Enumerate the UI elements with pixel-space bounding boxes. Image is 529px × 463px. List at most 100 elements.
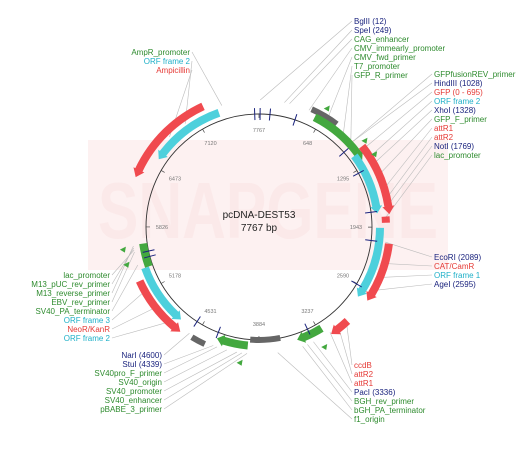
feature-f1-gray bbox=[249, 335, 281, 344]
label-left_mid[interactable]: SV40_PA_terminator bbox=[35, 307, 110, 316]
tick-label: 6473 bbox=[169, 176, 181, 182]
label-right_top[interactable]: BglII (12) bbox=[354, 17, 387, 26]
label-right_top[interactable]: GFP_R_primer bbox=[354, 71, 408, 80]
leader-lines bbox=[111, 20, 433, 420]
label-left_mid[interactable]: lac_promoter bbox=[63, 271, 110, 280]
tick-label: 3884 bbox=[253, 322, 265, 328]
label-left_bottom[interactable]: SV40_origin bbox=[118, 378, 162, 387]
tick-mark bbox=[202, 128, 205, 133]
site-marker bbox=[365, 239, 378, 242]
label-right_low[interactable]: EcoRI (2089) bbox=[434, 253, 481, 262]
tick-label: 3237 bbox=[301, 309, 313, 315]
label-right_top[interactable]: SpeI (249) bbox=[354, 26, 392, 35]
tick-label: 5178 bbox=[169, 274, 181, 280]
tick-label: 7120 bbox=[204, 141, 216, 147]
tick-label: 1295 bbox=[337, 177, 349, 183]
label-right_mid[interactable]: ORF frame 2 bbox=[434, 97, 481, 106]
label-left_mid[interactable]: M13_reverse_primer bbox=[36, 289, 110, 298]
site-marker bbox=[143, 254, 156, 259]
feature-gfp-red-arc bbox=[358, 143, 395, 215]
tick-label: 4531 bbox=[204, 309, 216, 315]
label-right_bottom[interactable]: BGH_rev_primer bbox=[354, 397, 414, 406]
label-right_bottom[interactable]: attR2 bbox=[354, 370, 374, 379]
label-right_low[interactable]: ORF frame 1 bbox=[434, 271, 481, 280]
label-right_mid[interactable]: GFP (0 - 695) bbox=[434, 88, 483, 97]
label-left_mid[interactable]: M13_pUC_rev_primer bbox=[31, 280, 110, 289]
tick-mark bbox=[202, 321, 205, 326]
primer-arrow bbox=[119, 246, 126, 253]
label-left_mid[interactable]: ORF frame 3 bbox=[64, 316, 111, 325]
label-right_mid[interactable]: lac_promoter bbox=[434, 151, 481, 160]
tick-label: 5826 bbox=[156, 225, 168, 231]
feature-attR-small bbox=[381, 216, 390, 223]
primer-arrow bbox=[236, 359, 243, 366]
plasmid-name: pcDNA-DEST53 bbox=[223, 210, 296, 221]
label-right_mid[interactable]: GFP_F_primer bbox=[434, 115, 487, 124]
primer-arrow bbox=[323, 105, 330, 112]
site-marker bbox=[351, 280, 363, 288]
label-right_top[interactable]: T7_promoter bbox=[354, 62, 400, 71]
feature-gray-top bbox=[310, 106, 339, 127]
feature-Ampicillin-arc bbox=[133, 102, 205, 178]
label-right_mid[interactable]: attR1 bbox=[434, 124, 454, 133]
tick-label: 648 bbox=[303, 141, 312, 147]
tick-mark bbox=[313, 128, 316, 133]
feature-sv40-gray bbox=[190, 334, 207, 347]
label-right_bottom[interactable]: bGH_PA_terminator bbox=[354, 406, 426, 415]
label-right_mid[interactable]: NotI (1769) bbox=[434, 142, 474, 151]
label-right_top[interactable]: CAG_enhancer bbox=[354, 35, 409, 44]
label-right_top[interactable]: CMV_fwd_primer bbox=[354, 53, 416, 62]
tick-mark bbox=[353, 170, 358, 173]
feature-arcs bbox=[133, 102, 395, 350]
site-marker bbox=[339, 148, 349, 157]
tick-mark bbox=[160, 281, 165, 284]
feature-neo-red-arc bbox=[136, 279, 181, 332]
feature-orf2-right-arc bbox=[351, 153, 383, 214]
label-left_bottom[interactable]: SV40_enhancer bbox=[105, 396, 163, 405]
feature-cmv-green-arc bbox=[312, 113, 363, 161]
label-right_mid[interactable]: GFPfusionREV_primer bbox=[434, 70, 516, 79]
label-right_bottom[interactable]: attR1 bbox=[354, 379, 374, 388]
label-left_mid[interactable]: ORF frame 2 bbox=[64, 334, 111, 343]
label-right_top[interactable]: CMV_immearly_promoter bbox=[354, 44, 445, 53]
feature-orf3-cyan-arc bbox=[141, 266, 181, 320]
label-left_mid[interactable]: EBV_rev_primer bbox=[51, 298, 110, 307]
label-right_mid[interactable]: XhoI (1328) bbox=[434, 106, 476, 115]
site-marker bbox=[215, 326, 221, 339]
label-left_mid[interactable]: NeoR/KanR bbox=[67, 325, 110, 334]
label-left_bottom[interactable]: SV40_promoter bbox=[106, 387, 162, 396]
feature-ORF2-top-arc bbox=[158, 109, 221, 160]
label-right_bottom[interactable]: PacI (3336) bbox=[354, 388, 396, 397]
label-left_top[interactable]: ORF frame 2 bbox=[144, 57, 191, 66]
site-marker bbox=[365, 210, 378, 214]
label-left_top[interactable]: AmpR_promoter bbox=[131, 48, 190, 57]
primer-arrow bbox=[321, 343, 328, 350]
tick-mark bbox=[313, 321, 316, 326]
label-left_top[interactable]: Ampicillin bbox=[156, 66, 190, 75]
site-marker bbox=[142, 249, 155, 253]
feature-orf1-right-arc bbox=[356, 227, 384, 297]
plasmid-length: 7767 bp bbox=[241, 223, 278, 234]
tick-label: 1943 bbox=[350, 225, 362, 231]
label-right_bottom[interactable]: ccdB bbox=[354, 361, 372, 370]
primer-arrow bbox=[361, 137, 368, 144]
feature-bgh-green bbox=[297, 324, 324, 343]
label-left_bottom[interactable]: SV40pro_F_primer bbox=[94, 369, 162, 378]
feature-cat-red-arc bbox=[366, 243, 393, 301]
label-right_low[interactable]: CAT/CamR bbox=[434, 262, 475, 271]
site-markers bbox=[119, 105, 378, 366]
label-right_mid[interactable]: attR2 bbox=[434, 133, 454, 142]
primer-arrow bbox=[123, 261, 130, 268]
label-left_bottom[interactable]: NarI (4600) bbox=[122, 351, 163, 360]
label-right_mid[interactable]: HindIII (1028) bbox=[434, 79, 483, 88]
feature-labels: BglII (12)SpeI (249)CAG_enhancerCMV_imme… bbox=[31, 17, 515, 424]
label-left_bottom[interactable]: StuI (4339) bbox=[122, 360, 162, 369]
label-right_low[interactable]: AgeI (2595) bbox=[434, 280, 476, 289]
feature-sv40-green bbox=[216, 334, 249, 350]
site-marker bbox=[292, 114, 298, 126]
tick-label: 7767 bbox=[253, 128, 265, 134]
label-right_bottom[interactable]: f1_origin bbox=[354, 415, 385, 424]
site-marker bbox=[193, 316, 201, 327]
label-left_bottom[interactable]: pBABE_3_primer bbox=[100, 405, 162, 414]
